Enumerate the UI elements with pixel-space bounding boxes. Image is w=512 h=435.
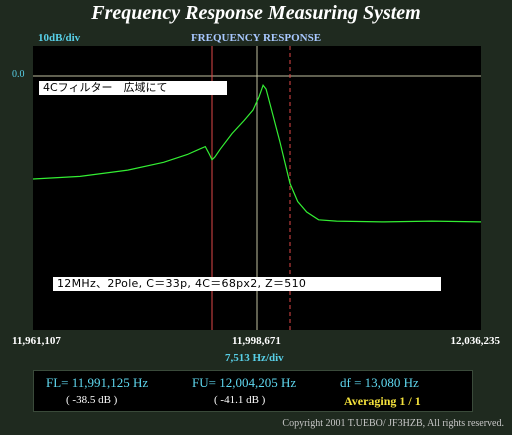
annotation-filter-label: 4Cフィルター 広域にて <box>39 81 227 95</box>
fl-db-readout: ( -38.5 dB ) <box>66 394 118 406</box>
x-tick-center: 11,998,671 <box>232 335 281 347</box>
response-trace <box>33 83 481 223</box>
annotation-parameters-label: 12MHz、2Pole, C＝33p, 4C＝68px2, Z＝510 <box>53 277 441 291</box>
panel-title: FREQUENCY RESPONSE <box>190 32 322 44</box>
y-top-label: 0.0 <box>12 69 25 80</box>
fu-readout: FU= 12,004,205 Hz <box>192 375 297 390</box>
frequency-response-plot[interactable]: 4Cフィルター 広域にて 12MHz、2Pole, C＝33p, 4C＝68px… <box>33 46 481 330</box>
x-tick-right: 12,036,235 <box>450 335 501 347</box>
app-title: Frequency Response Measuring System <box>91 2 421 24</box>
x-tick-left: 11,961,107 <box>12 335 61 347</box>
y-scale-label: 10dB/div <box>38 32 81 44</box>
x-scale-label: 7,513 Hz/div <box>225 352 284 364</box>
fu-db-readout: ( -41.1 dB ) <box>214 394 266 406</box>
df-readout: df = 13,080 Hz <box>340 375 419 390</box>
averaging-readout: Averaging 1 / 1 <box>344 394 421 408</box>
copyright-text: Copyright 2001 T.UEBO/ JF3HZB, All right… <box>282 418 504 429</box>
measurement-readout-panel: FL= 11,991,125 Hz FU= 12,004,205 Hz df =… <box>33 370 473 412</box>
fl-readout: FL= 11,991,125 Hz <box>46 375 149 390</box>
